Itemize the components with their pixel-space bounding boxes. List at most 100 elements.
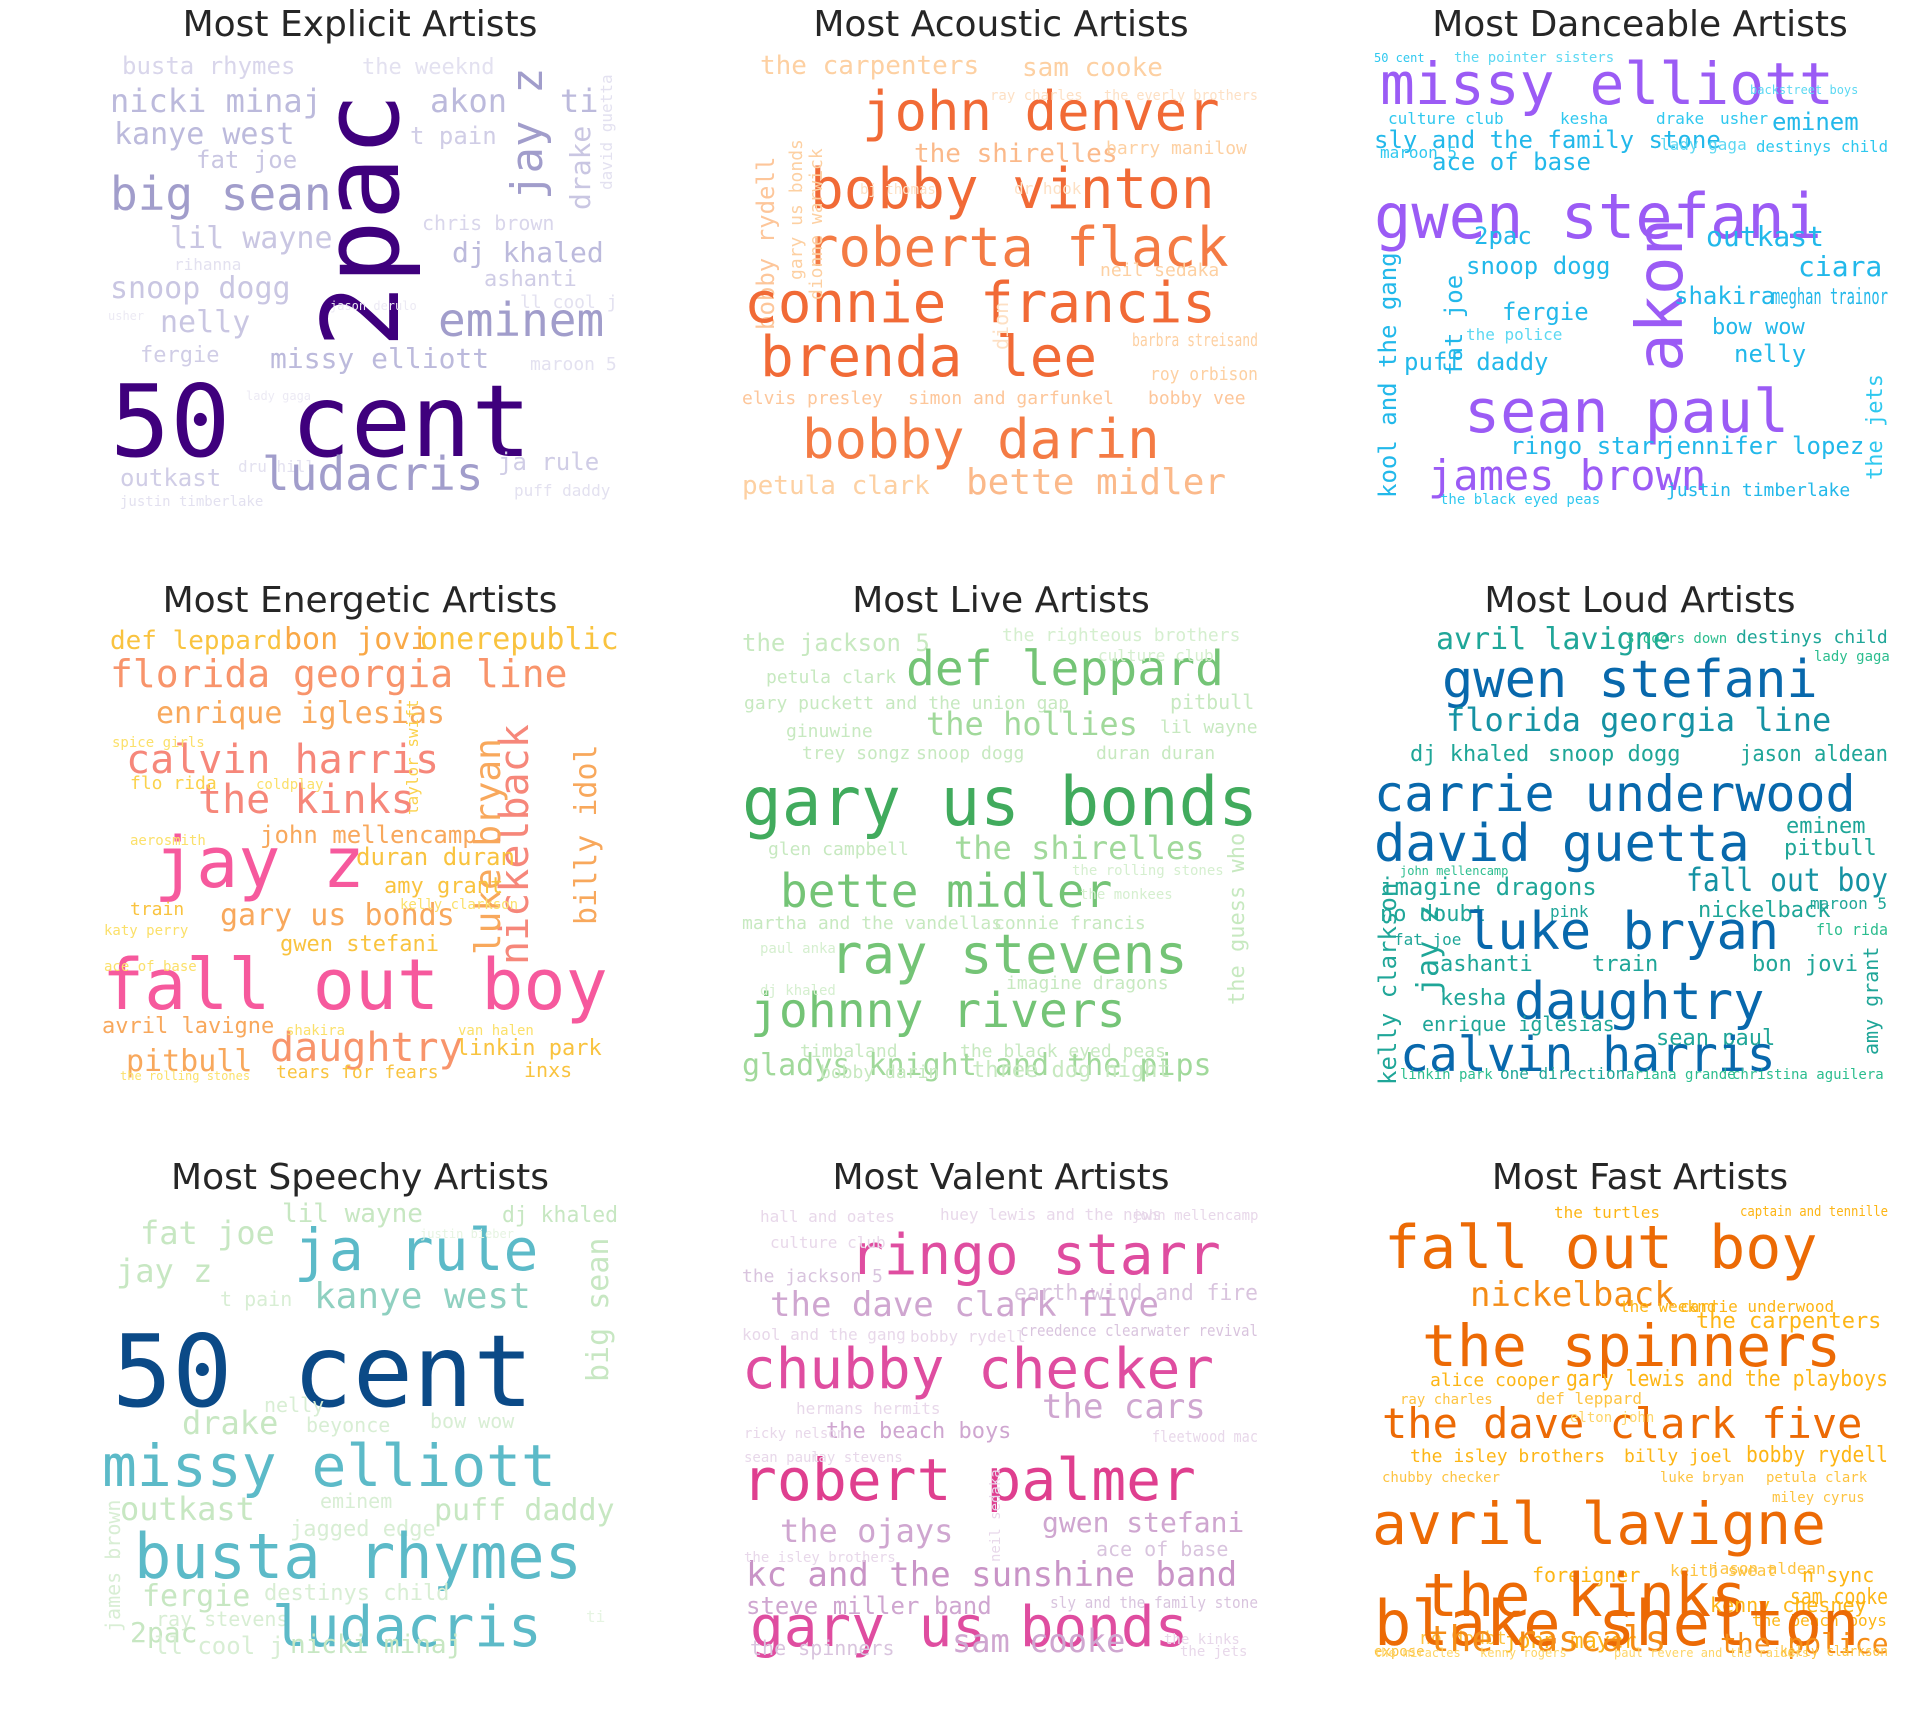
cloud-word: rihanna xyxy=(174,255,241,274)
cloud-word: the jackson 5 xyxy=(742,629,930,657)
cloud-word: nelly xyxy=(264,1393,324,1417)
cloud-word: inxs xyxy=(524,1058,572,1082)
cloud-word: elton john xyxy=(1570,1410,1654,1426)
cloud-word: florida georgia line xyxy=(110,652,568,696)
cloud-word: bobby vee xyxy=(1148,388,1246,409)
cloud-word: jay z xyxy=(154,822,365,904)
cloud-word: barry manilow xyxy=(1106,138,1247,159)
cloud-word: calvin harris xyxy=(126,737,439,783)
cloud-word: the miracles xyxy=(1374,1646,1461,1660)
cloud-word: chubby checker xyxy=(1382,1470,1500,1486)
cloud-word: fall out boy xyxy=(1686,861,1888,899)
cloud-word: the black eyed peas xyxy=(1440,492,1600,508)
cloud-word: beyonce xyxy=(306,1413,390,1437)
cloud-word: carrie underwood xyxy=(1374,765,1856,823)
cloud-word: jason aldean xyxy=(1710,1559,1826,1578)
cloud-word: avril lavigne xyxy=(1436,625,1671,657)
cloud-word: bobby rydell xyxy=(1746,1443,1888,1468)
wordcloud-explicit: busta rhymes the weeknd nicki minaj akon… xyxy=(108,52,618,510)
cloud-word: ashanti xyxy=(484,267,577,292)
cloud-word: three dog night xyxy=(972,1058,1171,1083)
cloud-word: sam cooke xyxy=(1790,1585,1888,1610)
cloud-word: jagged edge xyxy=(290,1517,436,1542)
wordcloud-valent: hall and oates huey lewis and the news j… xyxy=(742,1205,1258,1660)
cloud-word: missy elliott xyxy=(270,342,489,375)
cloud-word: kesha xyxy=(1440,986,1506,1011)
cloud-word: nicki minaj xyxy=(110,82,322,120)
cloud-word: ginuwine xyxy=(786,721,873,742)
cloud-word: outkast xyxy=(120,1490,255,1528)
cloud-word: brenda lee xyxy=(760,325,1097,390)
cloud-word: gary us bonds xyxy=(220,898,455,933)
cloud-word: snoop dogg xyxy=(1548,742,1680,767)
cloud-word: lady gaga xyxy=(1814,649,1890,665)
cloud-word: simon and garfunkel xyxy=(908,388,1114,409)
cloud-word: dj khaled xyxy=(452,236,604,269)
cloud-word: destinys child xyxy=(1756,137,1888,156)
cloud-word: fergie xyxy=(140,343,219,368)
cloud-word: the jackson 5 xyxy=(742,1266,883,1287)
cloud-word: lil wayne xyxy=(1160,717,1258,738)
cloud-word: bette midler xyxy=(966,462,1226,503)
cloud-word: the carpenters xyxy=(760,51,979,81)
cloud-word: bobby vinton xyxy=(810,157,1215,222)
cloud-word: snoop dogg xyxy=(916,743,1024,764)
cloud-word: lady gaga xyxy=(246,389,311,403)
cloud-word: train xyxy=(130,899,184,920)
cloud-word: the weeknd xyxy=(1620,1297,1716,1316)
cloud-word: gwen stefani xyxy=(1374,180,1822,253)
cloud-word: backstreet boys xyxy=(1750,83,1858,97)
cloud-word: elvis presley xyxy=(742,388,883,409)
cloud-word: the rascals xyxy=(1428,1619,1666,1660)
cloud-word: gary us bonds xyxy=(750,1595,1188,1660)
cloud-word: gwen stefani xyxy=(280,932,439,957)
cloud-word: fergie xyxy=(142,1579,250,1614)
cloud-word: jay z xyxy=(502,68,553,200)
cloud-word: the beach boys xyxy=(826,1419,1011,1444)
cloud-word: david guetta xyxy=(1374,814,1750,874)
cloud-word: kelly clarkson xyxy=(1374,883,1402,1085)
cloud-word: ringo starr xyxy=(1510,432,1669,460)
cloud-word: chris brown xyxy=(422,211,554,235)
cloud-word: luke bryan xyxy=(1466,902,1779,962)
cloud-word: ace of base xyxy=(104,959,197,975)
cloud-word: martha and the vandellas xyxy=(742,913,1002,934)
cloud-word: outkast xyxy=(1706,220,1824,253)
cloud-word: expose xyxy=(1374,1644,1425,1660)
cloud-word: ashanti xyxy=(1440,952,1533,977)
cloud-word: fergie xyxy=(1502,298,1589,326)
panel-title-loud: Most Loud Artists xyxy=(1484,580,1796,621)
cloud-word: the isley brothers xyxy=(1410,1446,1605,1467)
cloud-word: spice girls xyxy=(112,735,205,751)
cloud-word: blake shelton xyxy=(1374,1587,1859,1660)
cloud-word: connie francis xyxy=(994,913,1146,934)
cloud-word: john mellencamp xyxy=(260,821,477,849)
cloud-word: snoop dogg xyxy=(110,271,291,306)
cloud-word: jason derulo xyxy=(330,299,417,313)
cloud-word: meghan trainor xyxy=(1772,285,1888,310)
cloud-word: ludacris xyxy=(272,1595,542,1660)
cloud-word: the ojays xyxy=(780,1512,953,1550)
cloud-word: duran duran xyxy=(356,843,515,871)
cloud-word: shakira xyxy=(1674,282,1775,310)
cloud-word: petula clark xyxy=(742,471,930,501)
cloud-word: ll cool j xyxy=(520,292,618,313)
cloud-word: gwen stefani xyxy=(1442,650,1818,710)
cloud-word: justin bieber xyxy=(420,1227,514,1241)
wordcloud-acoustic: the carpenters sam cooke john denver the… xyxy=(742,51,1258,503)
cloud-word: flo rida xyxy=(1816,920,1888,939)
cloud-word: paul anka xyxy=(760,941,836,957)
cloud-word: outkast xyxy=(120,464,221,492)
cloud-word: the monkees xyxy=(1080,887,1173,903)
cloud-word: billy idol xyxy=(569,744,604,925)
cloud-word: the beach boys xyxy=(1752,1611,1887,1630)
cloud-word: def leppard xyxy=(110,626,282,656)
cloud-word: fall out boy xyxy=(1384,1213,1817,1283)
cloud-word: shakira xyxy=(286,1023,345,1039)
cloud-word: usher xyxy=(1720,109,1769,128)
cloud-word: avril lavigne xyxy=(102,1014,274,1039)
cloud-word: timbaland xyxy=(800,1041,898,1062)
cloud-word: jason aldean xyxy=(1740,742,1888,767)
cloud-word: drake xyxy=(564,126,597,210)
cloud-word: ludacris xyxy=(262,447,484,501)
